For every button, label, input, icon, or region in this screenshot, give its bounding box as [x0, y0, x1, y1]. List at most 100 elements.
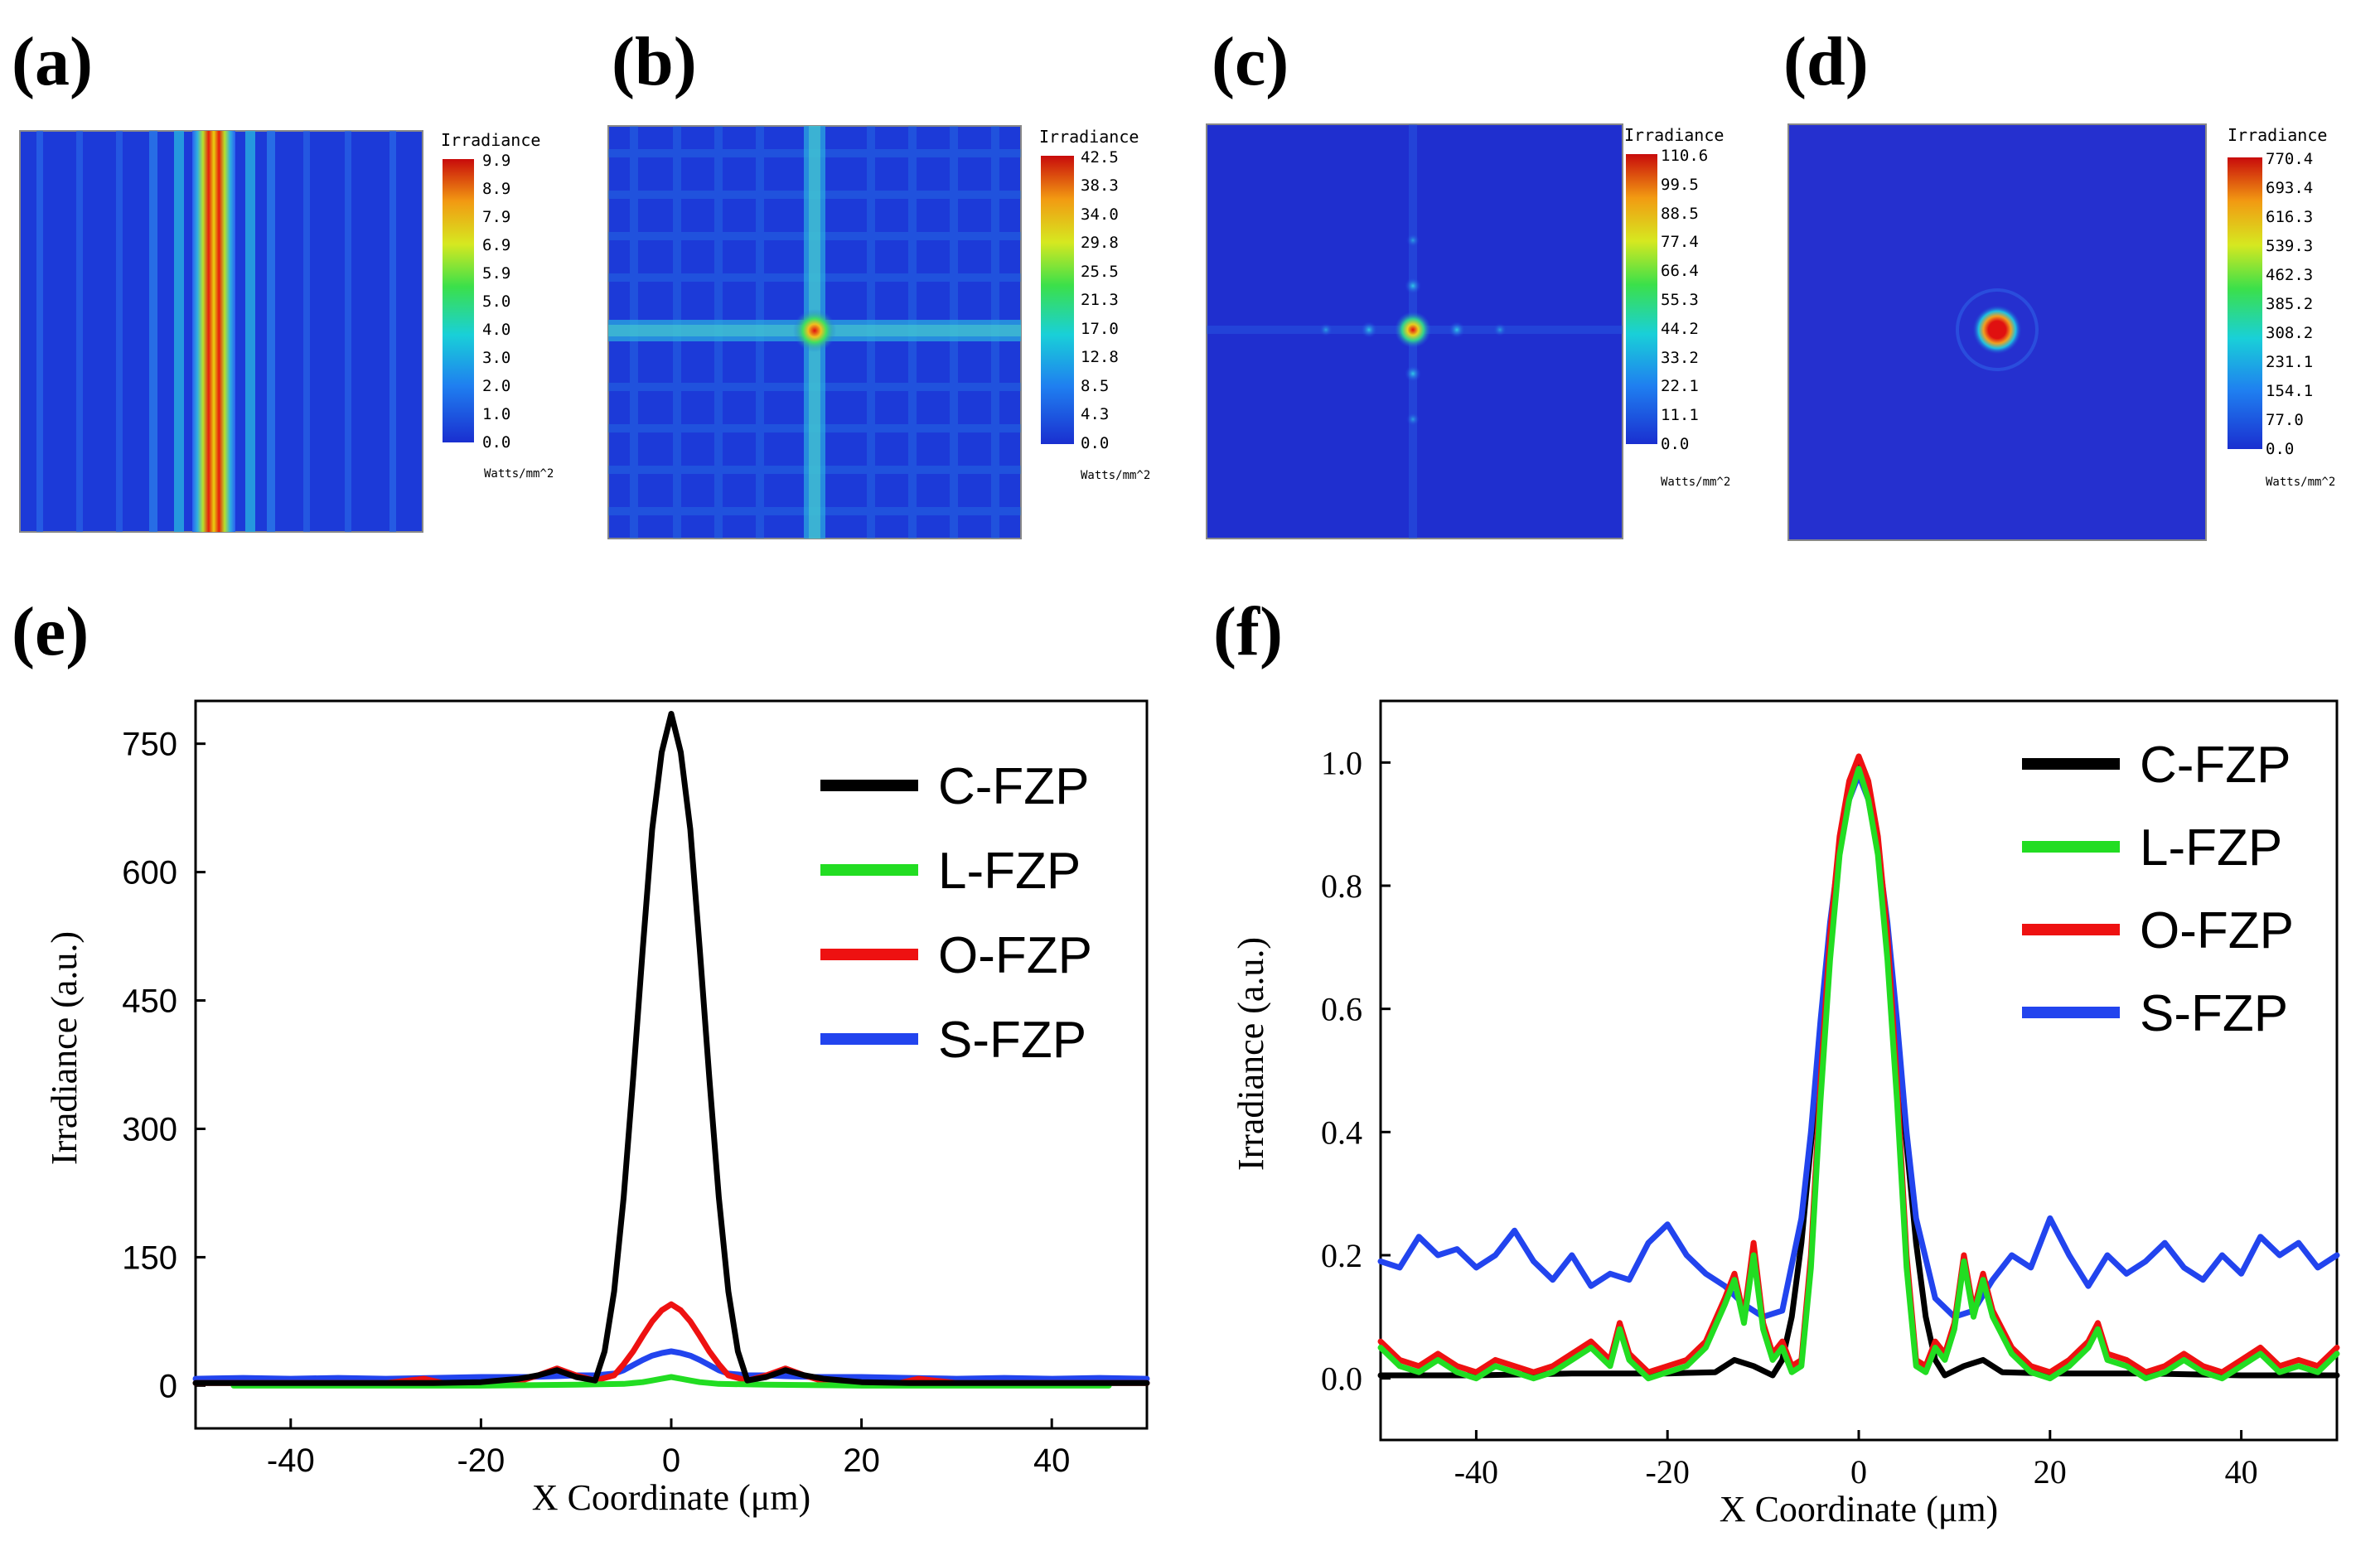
y-tick-label: 1.0 [1321, 744, 1362, 781]
cb-tick: 44.2 [1661, 320, 1699, 338]
y-tick-label: 600 [122, 855, 177, 891]
x-tick-label: 40 [2225, 1453, 2258, 1491]
x-tick-label: -40 [267, 1442, 315, 1479]
cb-tick: 22.1 [1661, 377, 1699, 395]
panel-c-letter: (c) [1212, 23, 1289, 100]
y-axis-label: Irradiance (a.u.) [1231, 937, 1271, 1171]
colorbar-title: Irradiance [1624, 125, 1724, 145]
x-tick-label: 0 [1850, 1453, 1867, 1491]
cb-tick: 8.5 [1081, 377, 1109, 395]
series-line-s-fzp [192, 1348, 1150, 1382]
y-tick-label: 0.6 [1321, 991, 1362, 1028]
legend-label-l-fzp: L-FZP [2140, 819, 2282, 877]
cb-tick: 38.3 [1081, 176, 1119, 195]
cb-tick: 539.3 [2266, 237, 2313, 255]
legend-label-o-fzp: O-FZP [2140, 902, 2294, 959]
cb-tick: 77.4 [1661, 233, 1699, 251]
panel-d: (d) Irradiance 770.4 693.4 616.3 539.3 4… [1783, 23, 2335, 541]
cb-tick: 110.6 [1661, 147, 1708, 165]
x-axis-label: X Coordinate (μm) [532, 1477, 810, 1518]
cb-tick: 88.5 [1661, 205, 1699, 223]
cb-tick: 385.2 [2266, 295, 2313, 313]
panel-b-colorbar: Irradiance 42.5 38.3 34.0 29.8 25.5 21.3… [1039, 127, 1150, 482]
cb-tick: 7.9 [482, 208, 510, 226]
y-tick-label: 0 [159, 1368, 177, 1404]
panel-d-heatmap [1787, 123, 2207, 541]
x-tick-label: 40 [1033, 1442, 1071, 1479]
legend-label-c-fzp: C-FZP [938, 758, 1090, 815]
colorbar-title: Irradiance [2228, 125, 2327, 145]
cb-tick: 0.0 [482, 433, 510, 452]
cb-tick: 11.1 [1661, 406, 1699, 424]
legend-label-c-fzp: C-FZP [2140, 737, 2291, 794]
y-tick-label: 0.2 [1321, 1237, 1362, 1274]
legend-label-o-fzp: O-FZP [938, 927, 1092, 984]
cb-tick: 154.1 [2266, 382, 2313, 400]
panel-d-colorbar: Irradiance 770.4 693.4 616.3 539.3 462.3… [2228, 125, 2335, 489]
panel-d-letter: (d) [1783, 23, 1869, 100]
cb-tick: 5.0 [482, 292, 510, 311]
cb-tick: 4.0 [482, 321, 510, 339]
cb-tick: 17.0 [1081, 320, 1119, 338]
cb-tick: 3.0 [482, 349, 510, 367]
panel-f-letter: (f) [1213, 593, 1283, 670]
cb-tick: 29.8 [1081, 234, 1119, 252]
x-axis-label: X Coordinate (μm) [1720, 1489, 1998, 1529]
cb-tick: 616.3 [2266, 208, 2313, 226]
legend-label-s-fzp: S-FZP [938, 1012, 1086, 1069]
cb-tick: 4.3 [1081, 405, 1109, 423]
colorbar-unit: Watts/mm^2 [1081, 469, 1150, 482]
panel-a-colorbar: Irradiance 9.9 8.9 7.9 6.9 5.9 5.0 4.0 3… [441, 130, 554, 481]
cb-tick: 21.3 [1081, 291, 1119, 309]
cb-tick: 99.5 [1661, 176, 1699, 194]
cb-tick: 0.0 [2266, 440, 2294, 458]
chart-e: -40 -20 0 20 40 0 150 300 450 600 750 X Coordinate … [44, 699, 1150, 1518]
y-tick-label: 450 [122, 983, 177, 1020]
x-tick-label: -20 [457, 1442, 505, 1479]
cb-tick: 34.0 [1081, 205, 1119, 224]
cb-tick: 5.9 [482, 264, 510, 283]
panel-e: (e) -40 -20 0 20 40 0 150 300 450 600 750 X Coordin… [12, 593, 1150, 1518]
cb-tick: 0.0 [1661, 435, 1689, 453]
panel-c: (c) Irradiance 110.6 99.5 88.5 77.4 66.4… [1206, 23, 1730, 539]
cb-tick: 33.2 [1661, 349, 1699, 367]
x-tick-label: -20 [1646, 1453, 1690, 1491]
colorbar-unit: Watts/mm^2 [484, 467, 554, 481]
x-tick-label: -40 [1454, 1453, 1498, 1491]
colorbar-unit: Watts/mm^2 [2266, 476, 2335, 489]
cb-tick: 1.0 [482, 405, 510, 423]
x-tick-label: 0 [662, 1442, 680, 1479]
cb-tick: 6.9 [482, 236, 510, 254]
x-tick-label: 20 [843, 1442, 880, 1479]
cb-tick: 8.9 [482, 180, 510, 198]
cb-tick: 462.3 [2266, 266, 2313, 284]
panel-e-letter: (e) [12, 593, 89, 670]
panel-c-heatmap [1206, 123, 1623, 539]
series-line-l-fzp [1377, 766, 2340, 1382]
panel-b-letter: (b) [612, 23, 697, 100]
cb-tick: 25.5 [1081, 263, 1119, 281]
cb-tick: 2.0 [482, 377, 510, 395]
cb-tick: 66.4 [1661, 262, 1699, 280]
chart-f: -40 -20 0 20 40 0.0 0.2 0.4 0.6 0.8 1.0 X Coordinat… [1231, 699, 2340, 1529]
y-tick-label: 150 [122, 1239, 177, 1276]
plot-frame [1379, 699, 2339, 1442]
y-tick-label: 300 [122, 1111, 177, 1148]
series-line-o-fzp [192, 1301, 1150, 1386]
cb-tick: 693.4 [2266, 179, 2313, 197]
colorbar-unit: Watts/mm^2 [1661, 476, 1730, 489]
cb-tick: 308.2 [2266, 324, 2313, 342]
panel-c-colorbar: Irradiance 110.6 99.5 88.5 77.4 66.4 55.… [1624, 125, 1730, 489]
legend-label-s-fzp: S-FZP [2140, 985, 2288, 1042]
cb-tick: 0.0 [1081, 434, 1109, 452]
y-tick-label: 0.0 [1321, 1360, 1362, 1398]
cb-tick: 770.4 [2266, 150, 2313, 168]
series-line-o-fzp [1377, 753, 2340, 1375]
cb-tick: 42.5 [1081, 148, 1119, 167]
series-line-l-fzp [230, 1374, 1112, 1389]
colorbar-title: Irradiance [441, 130, 540, 150]
y-tick-label: 0.8 [1321, 867, 1362, 905]
panel-a-heatmap [19, 130, 423, 533]
cb-tick: 9.9 [482, 152, 510, 170]
